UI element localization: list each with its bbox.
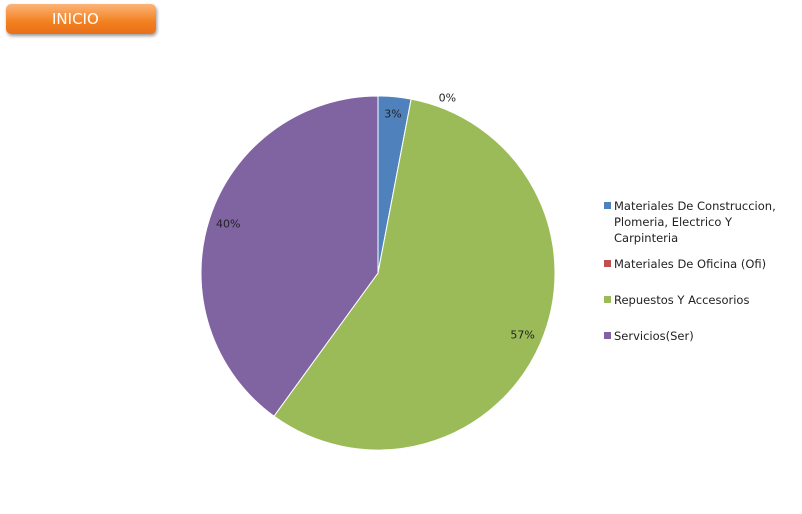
legend-swatch	[604, 202, 611, 209]
legend-label: Servicios(Ser)	[614, 329, 694, 343]
data-label: 3%	[384, 107, 401, 120]
legend-item: Materiales De Construccion, Plomeria, El…	[604, 198, 799, 246]
legend: Materiales De Construccion, Plomeria, El…	[604, 198, 799, 344]
data-label: 0%	[439, 92, 456, 105]
legend-label: Materiales De Construccion, Plomeria, El…	[614, 199, 776, 245]
legend-swatch	[604, 296, 611, 303]
legend-label: Repuestos Y Accesorios	[614, 293, 750, 307]
legend-item: Servicios(Ser)	[604, 328, 799, 344]
pie-slice	[273, 98, 556, 451]
legend-swatch	[604, 260, 611, 267]
legend-swatch	[604, 332, 611, 339]
legend-item: Materiales De Oficina (Ofi)	[604, 256, 799, 272]
data-label: 40%	[216, 217, 240, 230]
legend-label: Materiales De Oficina (Ofi)	[614, 257, 767, 271]
inicio-button[interactable]: INICIO	[6, 4, 156, 34]
data-label: 57%	[510, 329, 534, 342]
legend-item: Repuestos Y Accesorios	[604, 292, 799, 308]
pie-slice	[200, 95, 379, 417]
